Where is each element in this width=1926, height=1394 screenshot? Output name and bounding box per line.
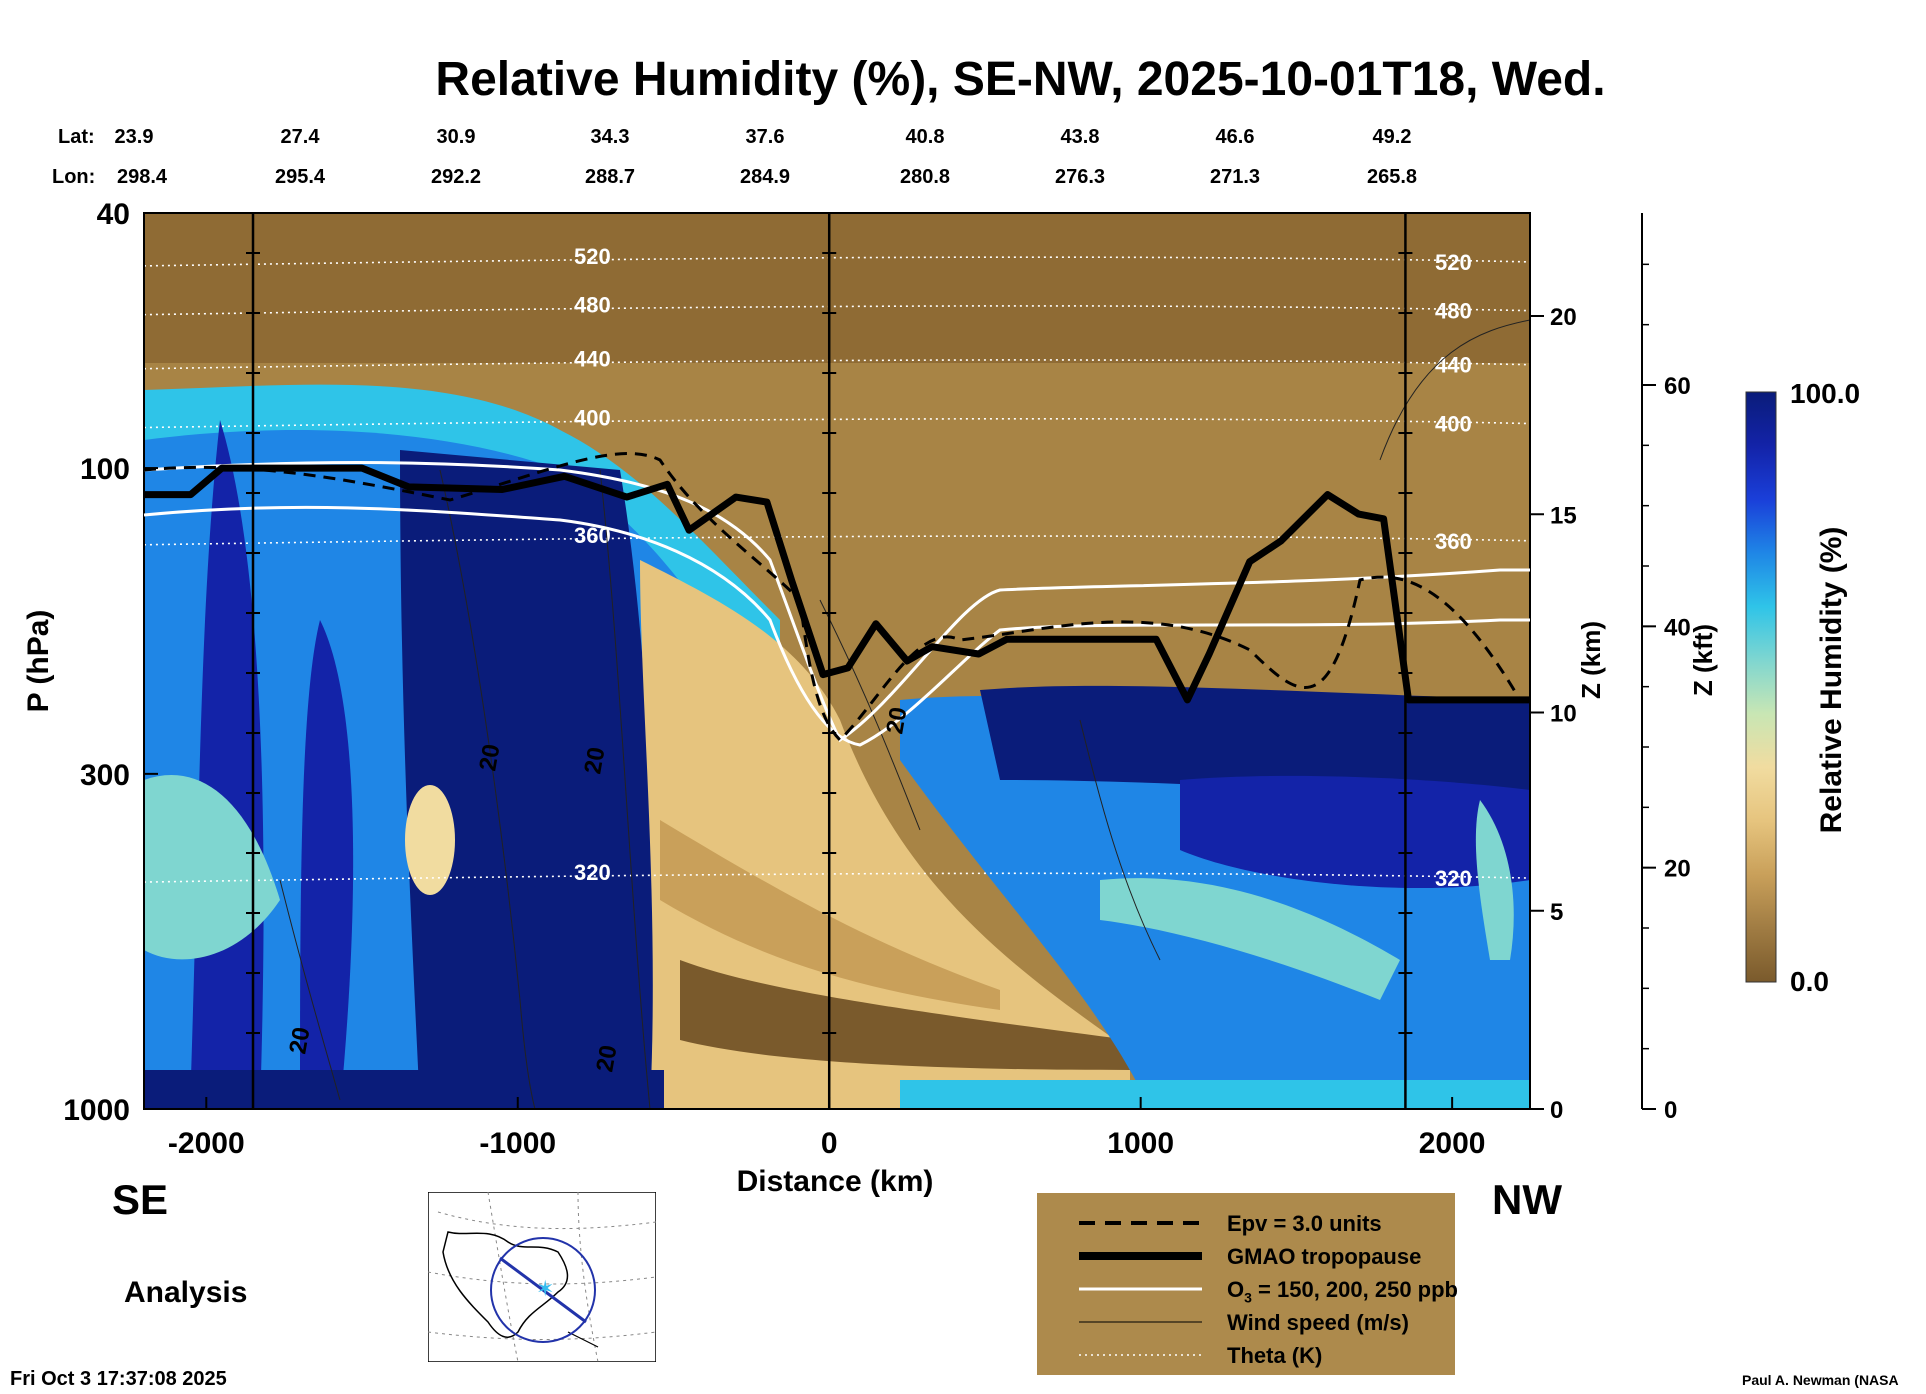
z-kft-axis-label: Z (kft) [1688,624,1718,696]
z-km-tick-label: 10 [1550,701,1577,728]
y-tick-label: 1000 [63,1094,130,1127]
chart-title: Relative Humidity (%), SE-NW, 2025-10-01… [435,53,1606,106]
se-label: SE [112,1176,169,1223]
lon-value: 280.8 [899,166,951,188]
theta-label: 400 [1435,412,1472,437]
x-tick-label: 0 [821,1127,838,1160]
analysis-label: Analysis [124,1276,248,1309]
theta-label: 360 [1435,529,1472,554]
z-km-tick-label: 0 [1550,1097,1563,1124]
y-axis-label: P (hPa) [22,610,55,713]
theta-line [143,305,1531,316]
legend-epv-label: Epv = 3.0 units [1227,1211,1382,1236]
theta-label: 440 [574,347,611,372]
lat-value: 30.9 [436,126,476,148]
lat-value: 40.8 [905,126,945,148]
theta-label: 480 [574,293,611,318]
theta-label: 520 [574,244,611,269]
altitude-axes: 0 5 10 15 20 Z (km) 0 20 40 60 Z (kft) [1530,213,1718,1124]
theta-line [143,359,1531,370]
credit: Paul A. Newman (NASA [1742,1372,1899,1388]
ozone-contours [143,461,1530,747]
axes: -2000 -1000 0 1000 2000 40 100 300 1000 Distance … [22,198,1486,1198]
timestamp: Fri Oct 3 17:37:08 2025 [10,1368,227,1390]
lat-value: 43.8 [1060,126,1100,148]
legend-tropopause-label: GMAO tropopause [1227,1244,1422,1269]
legend-o3-label: O3 = 150, 200, 250 ppb [1227,1277,1458,1306]
z-km-tick-label: 20 [1550,304,1577,331]
wind-speed-label: 20 [474,742,505,773]
lat-value: 27.4 [280,126,320,148]
legend-wind-label: Wind speed (m/s) [1227,1310,1409,1335]
colorbar-title: Relative Humidity (%) [1815,526,1848,834]
lon-value: 271.3 [1209,166,1261,188]
theta-label: 400 [574,406,611,431]
theta-line [143,417,1531,429]
wind-speed-label: 20 [591,1043,622,1074]
lat-value: 34.3 [590,126,630,148]
y-tick-label: 40 [97,198,130,231]
x-tick-label: -2000 [168,1127,245,1160]
legend-theta-label: Theta (K) [1227,1343,1323,1368]
legend: Epv = 3.0 units GMAO tropopause O3 = 150… [1037,1193,1458,1375]
vertical-reference-lines [246,213,1413,1109]
z-kft-tick-label: 0 [1664,1097,1677,1124]
z-km-axis-label: Z (km) [1576,621,1606,699]
lat-value: 46.6 [1215,126,1255,148]
wind-speed-label: 20 [881,705,912,736]
plot-frame [143,212,1531,1110]
lon-value: 288.7 [584,166,636,188]
z-kft-tick-label: 60 [1664,373,1691,400]
svg-text:✶: ✶ [536,1276,554,1301]
theta-line [143,872,1531,883]
colorbar-max-label: 100.0 [1790,378,1861,409]
lat-value: 49.2 [1372,126,1412,148]
z-kft-tick-label: 20 [1664,856,1691,883]
x-tick-label: -1000 [479,1127,556,1160]
lon-value: 295.4 [274,166,326,188]
wind-speed-contours [279,319,1531,1110]
colorbar-min-label: 0.0 [1790,966,1829,997]
theta-label: 480 [1435,299,1472,324]
lon-value: 284.9 [739,166,791,188]
lat-label: Lat: [58,126,95,148]
theta-line [143,535,1531,546]
z-km-tick-label: 5 [1550,899,1563,926]
x-axis-label: Distance (km) [737,1165,934,1198]
nw-label: NW [1492,1176,1562,1223]
y-tick-label: 300 [80,759,130,792]
x-tick-label: 1000 [1107,1127,1174,1160]
wind-speed-label: 20 [579,745,610,776]
lon-value: 292.2 [430,166,482,188]
lat-value: 23.9 [114,126,154,148]
theta-label: 320 [1435,866,1472,891]
z-kft-tick-label: 40 [1664,614,1691,641]
lon-value: 276.3 [1054,166,1106,188]
z-km-tick-label: 15 [1550,502,1577,529]
lat-value: 37.6 [745,126,785,148]
theta-label: 440 [1435,353,1472,378]
theta-label: 320 [574,860,611,885]
humidity-field [144,213,1530,1109]
x-tick-label: 2000 [1419,1127,1486,1160]
colorbar [1745,391,1777,983]
y-tick-label: 100 [80,453,130,486]
lon-label: Lon: [52,166,96,188]
locator-map: ✶ [428,1192,656,1362]
theta-line [143,256,1531,267]
wind-speed-label: 20 [284,1025,315,1056]
lon-value: 298.4 [116,166,168,188]
theta-label: 520 [1435,250,1472,275]
lon-value: 265.8 [1366,166,1418,188]
